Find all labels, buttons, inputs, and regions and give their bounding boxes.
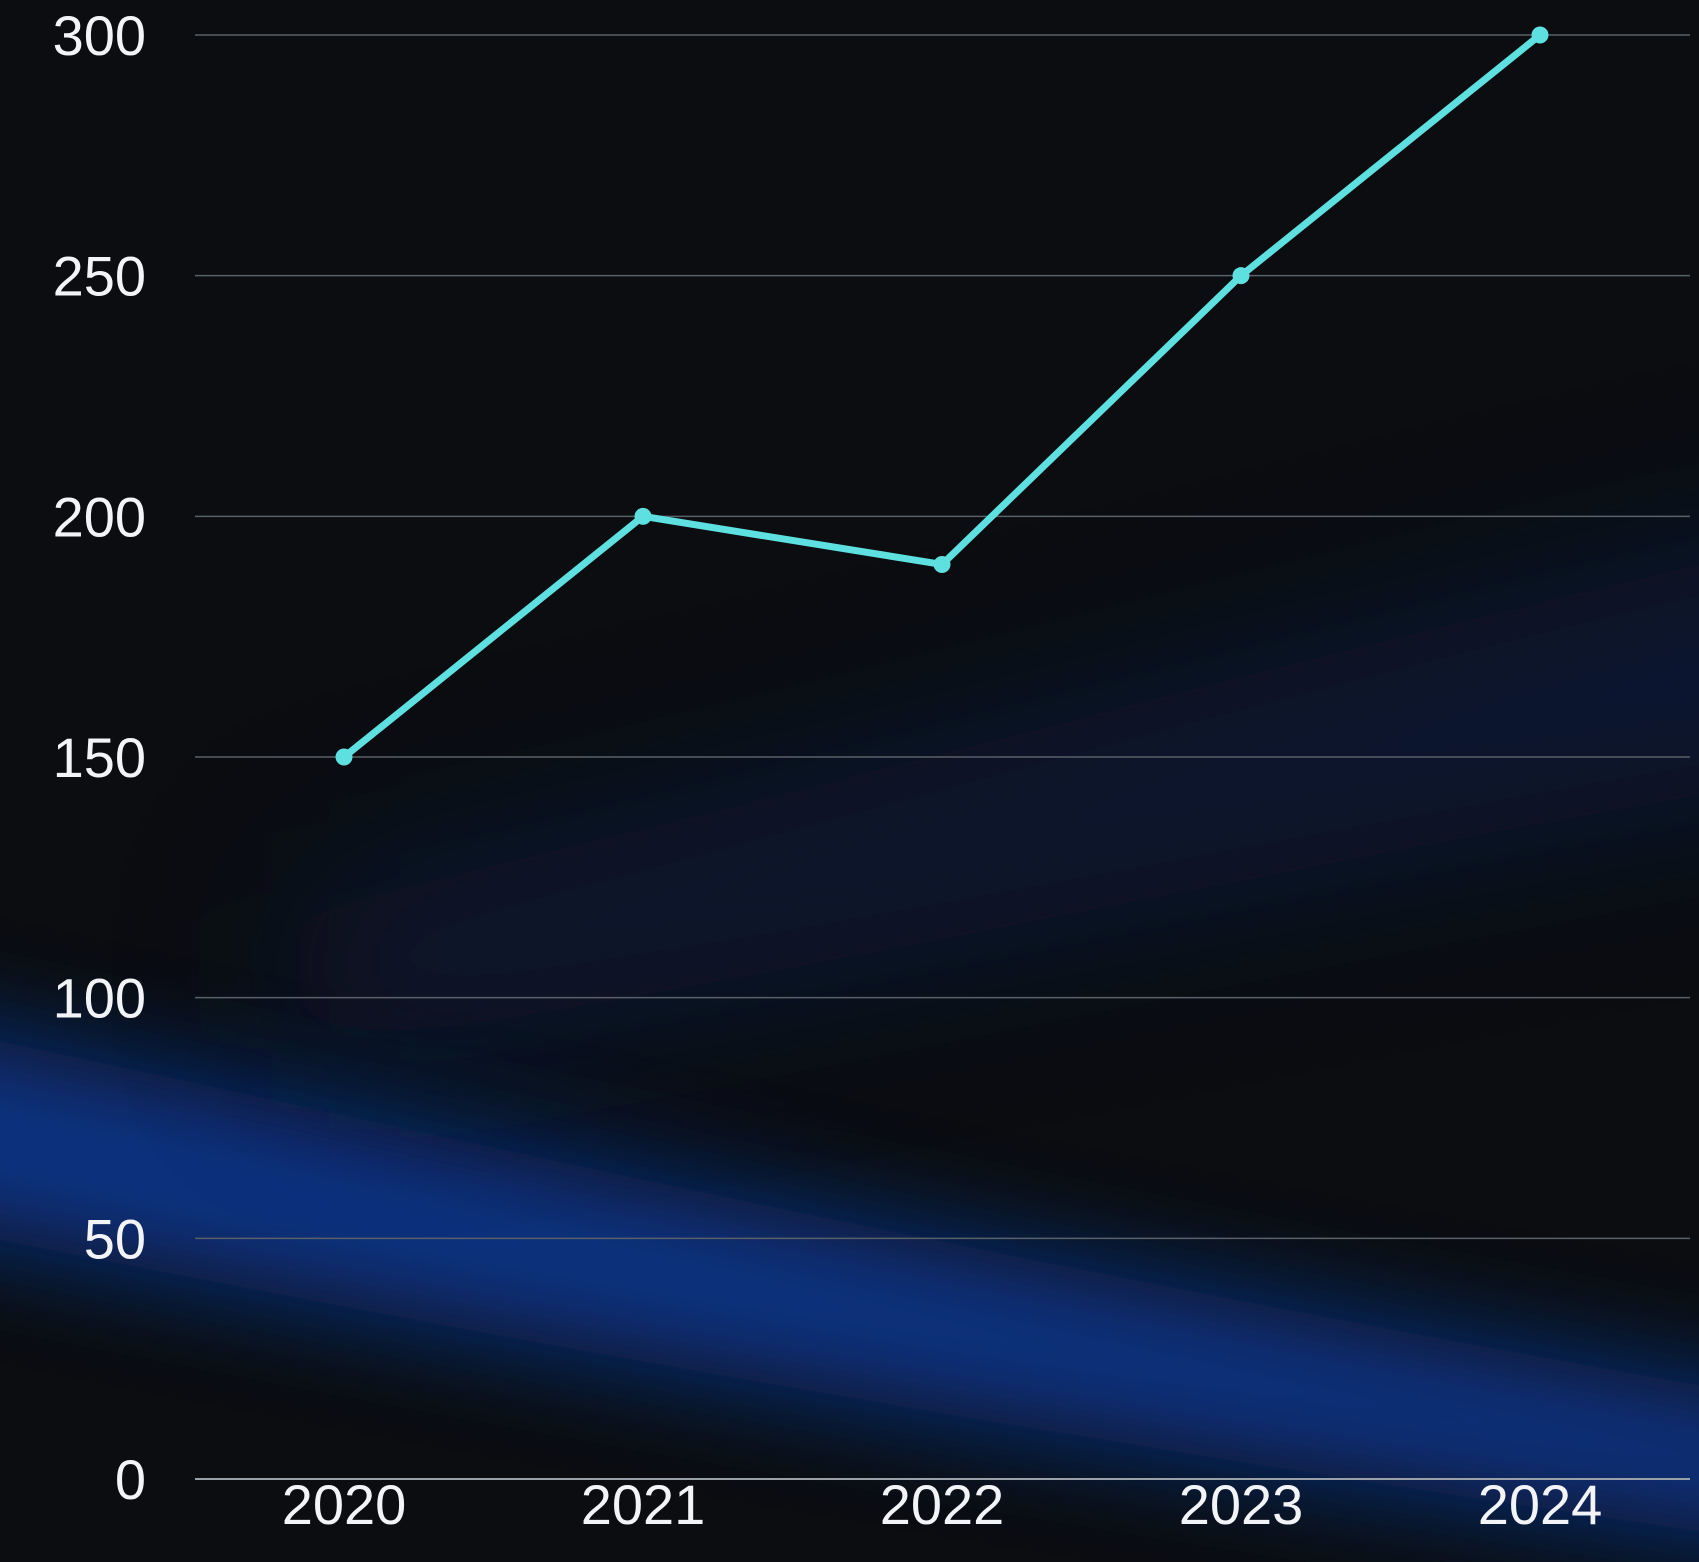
x-tick-label: 2023 (1179, 1473, 1304, 1536)
y-tick-label: 200 (53, 485, 146, 548)
glow-band (0, 565, 1699, 1532)
data-point (335, 748, 353, 766)
x-tick-label: 2022 (880, 1473, 1005, 1536)
x-axis-ticks: 2020 2021 2022 2023 2024 (282, 1473, 1603, 1536)
x-tick-label: 2020 (282, 1473, 407, 1536)
data-point (634, 507, 652, 525)
y-tick-label: 100 (53, 967, 146, 1030)
y-axis-ticks: 0 50 100 150 200 250 300 (53, 4, 146, 1511)
y-tick-label: 250 (53, 245, 146, 308)
y-tick-label: 50 (84, 1207, 146, 1270)
x-tick-label: 2021 (581, 1473, 706, 1536)
y-tick-label: 0 (115, 1448, 146, 1511)
x-tick-label: 2024 (1478, 1473, 1603, 1536)
gridlines (195, 34, 1690, 1480)
data-point (1232, 267, 1250, 285)
data-point (933, 555, 951, 573)
y-tick-label: 150 (53, 726, 146, 789)
data-point (1531, 26, 1549, 44)
series-line (340, 31, 1544, 761)
series-layer (335, 26, 1549, 766)
y-tick-label: 300 (53, 4, 146, 67)
